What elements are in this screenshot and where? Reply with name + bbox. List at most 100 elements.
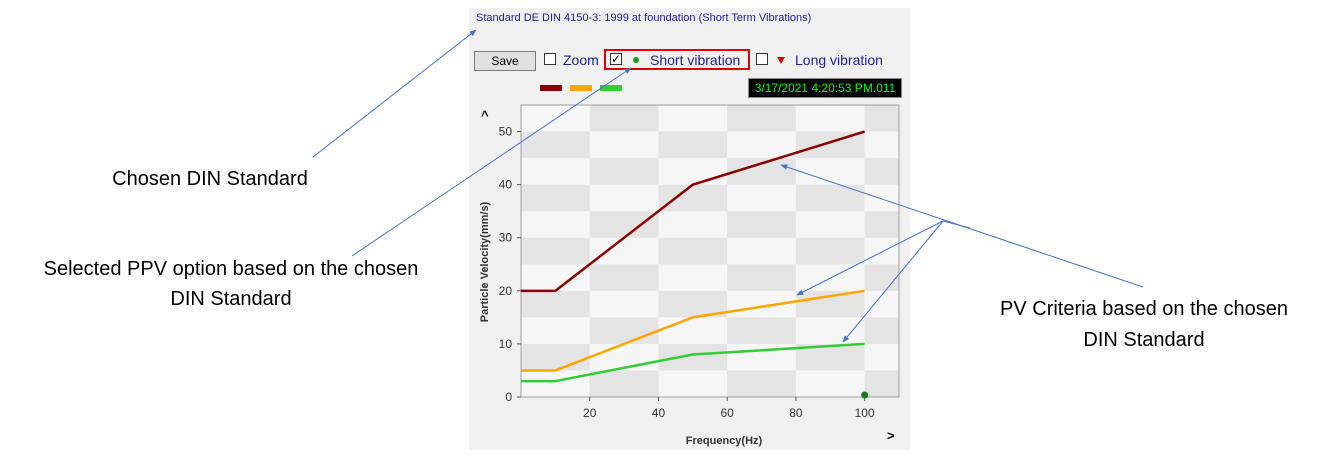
grid-cell	[521, 237, 590, 265]
grid-cell	[727, 131, 796, 159]
grid-cell	[864, 184, 899, 212]
zoom-checkbox[interactable]	[544, 53, 556, 65]
grid-cell	[864, 211, 899, 238]
grid-cell	[589, 343, 659, 371]
grid-cell	[795, 237, 865, 265]
grid-cell	[589, 237, 659, 265]
grid-cell	[521, 211, 590, 238]
short-vibration-checkbox[interactable]: ✓	[610, 52, 622, 66]
data-point-1	[861, 391, 869, 399]
grid-cell	[658, 105, 728, 132]
grid-cell	[864, 237, 899, 265]
long-vibration-label: Long vibration	[795, 52, 883, 68]
grid-cell	[521, 317, 590, 344]
grid-cell	[589, 264, 659, 291]
grid-cell	[589, 370, 659, 397]
legend-swatch-2	[570, 85, 592, 91]
x-tick-label: 40	[652, 406, 666, 420]
y-axis-arrow: ^	[481, 108, 489, 123]
annotation-selected-ppv-line1: Selected PPV option based on the chosen	[43, 258, 419, 280]
grid-cell	[795, 290, 865, 318]
grid-cell	[864, 317, 899, 344]
grid-cell	[658, 317, 728, 344]
long-vibration-marker-icon	[777, 57, 785, 64]
chart-points-group	[861, 391, 869, 399]
grid-cell	[864, 370, 899, 397]
short-vibration-highlight	[604, 49, 750, 70]
pv-criteria-chart: 20 40 60 80 100 0 10 20 30 40 50 Frequency(Hz) Par…	[479, 104, 900, 447]
short-vibration-marker-icon	[633, 57, 639, 63]
grid-cell	[795, 370, 865, 397]
y-tick-label: 10	[499, 337, 513, 351]
grid-cell	[864, 290, 899, 318]
y-tick-label: 30	[499, 231, 513, 245]
arrow-to-din-title	[312, 29, 477, 158]
grid-cell	[658, 370, 728, 397]
grid-cell	[658, 264, 728, 291]
grid-cell	[795, 158, 865, 185]
grid-cell	[589, 317, 659, 344]
grid-cell	[589, 211, 659, 238]
grid-cell	[658, 131, 728, 159]
grid-cell	[589, 184, 659, 212]
timestamp-display: 3/17/2021 4:20:53 PM.011	[748, 78, 902, 98]
grid-cell	[658, 184, 728, 212]
grid-cell	[727, 184, 796, 212]
annotation-pv-criteria-line1: PV Criteria based on the chosen	[1000, 298, 1288, 320]
grid-cell	[795, 184, 865, 212]
grid-cell	[864, 158, 899, 185]
grid-cell	[589, 105, 659, 132]
x-tick-label: 100	[855, 406, 875, 420]
y-tick-label: 50	[499, 125, 513, 139]
save-button[interactable]: Save	[474, 51, 536, 71]
y-tick-label: 40	[499, 178, 513, 192]
arrow-junction	[942, 220, 971, 229]
grid-cell	[864, 264, 899, 291]
annotation-chosen-din: Chosen DIN Standard	[112, 168, 308, 190]
long-vibration-checkbox[interactable]	[756, 53, 768, 65]
series-line-2	[521, 289, 865, 372]
grid-cell	[589, 290, 659, 318]
annotation-pv-criteria-line2: DIN Standard	[1083, 329, 1205, 351]
grid-cell	[864, 131, 899, 159]
grid-cell	[727, 370, 796, 397]
din-standard-title: Standard DE DIN 4150-3: 1999 at foundati…	[476, 12, 812, 24]
legend-swatch-1	[540, 85, 562, 91]
x-tick-label: 20	[583, 406, 597, 420]
grid-cell	[521, 184, 590, 212]
x-tick-label: 60	[721, 406, 735, 420]
annotation-selected-ppv-line2: DIN Standard	[170, 288, 292, 310]
y-tick-label: 0	[505, 390, 512, 404]
x-axis-label: Frequency(Hz)	[686, 435, 763, 447]
grid-cell	[727, 264, 796, 291]
legend-swatch-3	[600, 85, 622, 91]
grid-cell	[795, 105, 865, 132]
grid-cell	[521, 370, 590, 397]
y-tick-label: 20	[499, 284, 513, 298]
grid-cell	[658, 211, 728, 238]
y-axis-label: Particle Velocity(mm/s)	[479, 201, 491, 322]
x-tick-label: 80	[789, 406, 803, 420]
grid-cell	[521, 105, 590, 132]
grid-cell	[727, 237, 796, 265]
grid-cell	[864, 105, 899, 132]
grid-cell	[658, 158, 728, 185]
grid-cell	[589, 131, 659, 159]
zoom-label: Zoom	[563, 52, 599, 68]
grid-cell	[521, 290, 590, 318]
grid-cell	[795, 317, 865, 344]
grid-cell	[521, 131, 590, 159]
series-line-3	[521, 342, 865, 383]
x-axis-arrow: >	[887, 428, 895, 443]
grid-cell	[521, 343, 590, 371]
grid-cell	[727, 211, 796, 238]
grid-cell	[727, 317, 796, 344]
grid-cell	[589, 158, 659, 185]
grid-cell	[658, 237, 728, 265]
grid-cell	[658, 343, 728, 371]
grid-cell	[795, 264, 865, 291]
grid-cell	[727, 105, 796, 132]
short-vibration-label: Short vibration	[650, 52, 741, 68]
grid-cell	[521, 264, 590, 291]
grid-cell	[795, 211, 865, 238]
